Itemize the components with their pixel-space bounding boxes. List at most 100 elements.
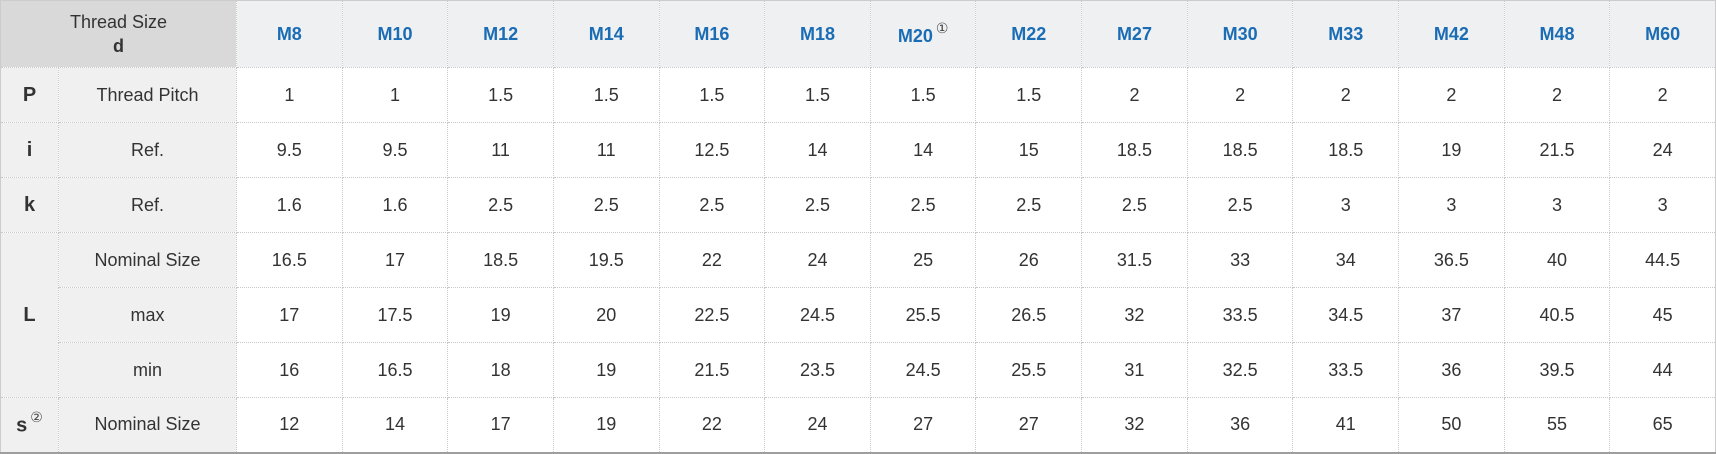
cell-lmin-m12: 18 — [447, 342, 554, 398]
cell-k-m18: 2.5 — [764, 177, 871, 233]
cell-p-m12: 1.5 — [447, 67, 554, 123]
cell-ln-m12: 18.5 — [447, 232, 554, 288]
cell-k-m33: 3 — [1292, 177, 1400, 233]
col-header-m30[interactable]: M30 — [1186, 0, 1294, 68]
cell-lmax-m18: 24.5 — [764, 287, 871, 343]
cell-lmin-m27: 31 — [1081, 342, 1188, 398]
row-l-nominal: L Nominal Size 16.5 17 18.5 19.5 22 24 2… — [0, 232, 1716, 398]
cell-lmin-m42: 36 — [1398, 342, 1505, 398]
cell-k-m48: 3 — [1503, 177, 1611, 233]
col-header-m12[interactable]: M12 — [447, 0, 554, 68]
cell-lmax-m48: 40.5 — [1503, 287, 1611, 343]
cell-k-m16: 2.5 — [658, 177, 766, 233]
header-row: Thread Size d M8 M10 M12 M14 M16 M18 M20… — [0, 0, 1716, 68]
cell-ln-m22: 26 — [975, 232, 1083, 288]
row-symbol-i: i — [0, 122, 59, 178]
cell-ln-m8: 16.5 — [236, 232, 343, 288]
col-header-m42[interactable]: M42 — [1398, 0, 1505, 68]
cell-k-m27: 2.5 — [1081, 177, 1188, 233]
cell-lmax-m12: 19 — [447, 287, 554, 343]
cell-lmin-m10: 16.5 — [341, 342, 449, 398]
row-k-ref: k Ref. 1.6 1.6 2.5 2.5 2.5 2.5 2.5 2.5 2… — [0, 177, 1716, 233]
col-header-m20[interactable]: M20 ① — [869, 0, 977, 68]
cell-lmin-m30: 32.5 — [1186, 342, 1294, 398]
row-desc-thread-pitch: Thread Pitch — [58, 67, 237, 123]
row-i-ref: i Ref. 9.5 9.5 11 11 12.5 14 14 15 18.5 … — [0, 122, 1716, 178]
col-header-m16[interactable]: M16 — [658, 0, 766, 68]
cell-ln-m60: 44.5 — [1609, 232, 1716, 288]
cell-p-m27: 2 — [1081, 67, 1188, 123]
cell-k-m10: 1.6 — [341, 177, 449, 233]
cell-i-m16: 12.5 — [658, 122, 766, 178]
cell-lmax-m10: 17.5 — [341, 287, 449, 343]
cell-p-m60: 2 — [1609, 67, 1716, 123]
cell-lmin-m20: 24.5 — [869, 342, 977, 398]
cell-i-m22: 15 — [975, 122, 1083, 178]
cell-lmin-m8: 16 — [236, 342, 343, 398]
cell-lmin-m18: 23.5 — [764, 342, 871, 398]
cell-i-m14: 11 — [552, 122, 660, 178]
cell-ln-m33: 34 — [1292, 232, 1400, 288]
cell-i-m12: 11 — [447, 122, 554, 178]
row-desc-l-nominal: Nominal Size — [58, 232, 237, 288]
col-header-m33[interactable]: M33 — [1292, 0, 1400, 68]
cell-ln-m14: 19.5 — [552, 232, 660, 288]
cell-s-m30: 36 — [1186, 397, 1294, 453]
cell-ln-m30: 33 — [1186, 232, 1294, 288]
cell-ln-m20: 25 — [869, 232, 977, 288]
row-symbol-s-label: s — [16, 415, 28, 438]
cell-k-m8: 1.6 — [236, 177, 343, 233]
cell-s-m27: 32 — [1081, 397, 1188, 453]
cell-i-m33: 18.5 — [1292, 122, 1400, 178]
cell-lmax-m42: 37 — [1398, 287, 1505, 343]
row-desc-s-nominal: Nominal Size — [58, 397, 237, 453]
cell-k-m14: 2.5 — [552, 177, 660, 233]
col-header-m8[interactable]: M8 — [236, 0, 343, 68]
col-header-m27[interactable]: M27 — [1081, 0, 1188, 68]
cell-p-m8: 1 — [236, 67, 343, 123]
col-header-m18[interactable]: M18 — [764, 0, 871, 68]
cell-s-m16: 22 — [658, 397, 766, 453]
cell-s-m48: 55 — [1503, 397, 1611, 453]
cell-s-m18: 24 — [764, 397, 871, 453]
cell-p-m30: 2 — [1186, 67, 1294, 123]
cell-s-m14: 19 — [552, 397, 660, 453]
cell-p-m42: 2 — [1398, 67, 1505, 123]
cell-s-m42: 50 — [1398, 397, 1505, 453]
cell-p-m16: 1.5 — [658, 67, 766, 123]
cell-i-m10: 9.5 — [341, 122, 449, 178]
cell-k-m42: 3 — [1398, 177, 1505, 233]
cell-k-m22: 2.5 — [975, 177, 1083, 233]
cell-lmin-m16: 21.5 — [658, 342, 766, 398]
cell-s-m20: 27 — [869, 397, 977, 453]
cell-p-m10: 1 — [341, 67, 449, 123]
cell-i-m8: 9.5 — [236, 122, 343, 178]
cell-lmax-m16: 22.5 — [658, 287, 766, 343]
row-desc-i-ref: Ref. — [58, 122, 237, 178]
cell-i-m18: 14 — [764, 122, 871, 178]
cell-lmax-m14: 20 — [552, 287, 660, 343]
cell-i-m42: 19 — [1398, 122, 1505, 178]
col-header-m22[interactable]: M22 — [975, 0, 1083, 68]
cell-s-m12: 17 — [447, 397, 554, 453]
cell-lmin-m60: 44 — [1609, 342, 1716, 398]
cell-s-m8: 12 — [236, 397, 343, 453]
cell-i-m48: 21.5 — [1503, 122, 1611, 178]
cell-lmin-m48: 39.5 — [1503, 342, 1611, 398]
corner-symbol-d: d — [113, 36, 124, 56]
cell-i-m30: 18.5 — [1186, 122, 1294, 178]
cell-p-m33: 2 — [1292, 67, 1400, 123]
col-header-m60[interactable]: M60 — [1609, 0, 1716, 68]
col-header-m14[interactable]: M14 — [552, 0, 660, 68]
row-symbol-p: P — [0, 67, 59, 123]
col-header-m20-label: M20 — [897, 25, 933, 46]
cell-lmax-m60: 45 — [1609, 287, 1716, 343]
col-header-m48[interactable]: M48 — [1503, 0, 1611, 68]
col-header-m10[interactable]: M10 — [341, 0, 449, 68]
footnote-marker-2: ② — [30, 409, 43, 426]
footnote-marker-1: ① — [935, 19, 949, 36]
row-desc-k-ref: Ref. — [58, 177, 237, 233]
